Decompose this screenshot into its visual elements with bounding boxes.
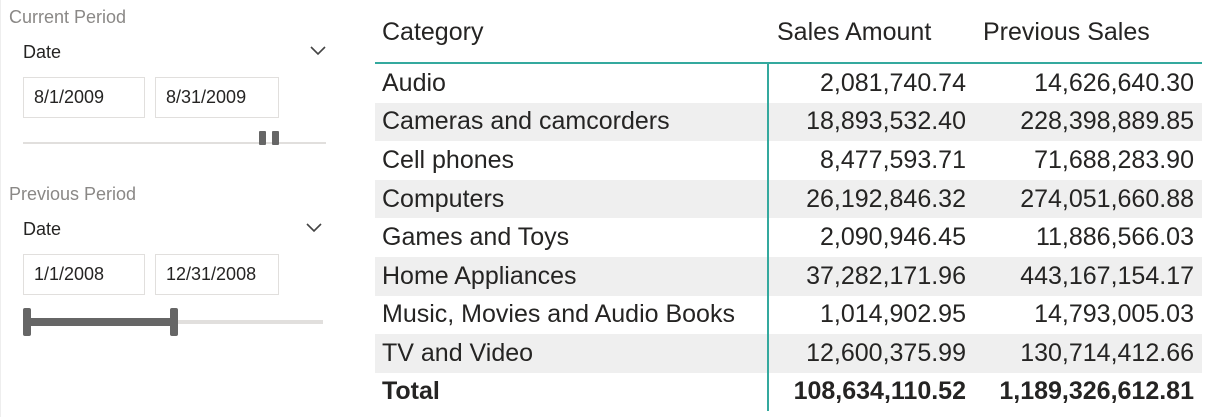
sales-amount-cell: 26,192,846.32 bbox=[768, 179, 974, 219]
left-edge bbox=[0, 0, 1, 417]
slicer-title: Current Period bbox=[9, 7, 127, 27]
sales-amount-cell: 12,600,375.99 bbox=[768, 334, 974, 373]
previous-sales-cell: 71,688,283.90 bbox=[974, 141, 1202, 180]
field-label: Date bbox=[23, 219, 62, 239]
category-cell: Games and Toys bbox=[375, 218, 769, 257]
column-header-previous-sales[interactable]: Previous Sales bbox=[983, 17, 1150, 46]
slider-selected-range bbox=[26, 318, 176, 326]
end-date-input[interactable]: 12/31/2008 bbox=[155, 254, 279, 295]
slider-start-handle[interactable] bbox=[259, 131, 266, 145]
table-row: Games and Toys 2,090,946.45 11,886,566.0… bbox=[375, 218, 1202, 257]
total-previous-sales: 1,189,326,612.81 bbox=[974, 372, 1202, 411]
sales-amount-cell: 18,893,532.40 bbox=[768, 102, 974, 142]
category-cell: Music, Movies and Audio Books bbox=[375, 295, 769, 335]
previous-sales-cell: 14,793,005.03 bbox=[974, 295, 1202, 335]
column-header-category[interactable]: Category bbox=[382, 17, 484, 46]
start-date-input[interactable]: 8/1/2009 bbox=[23, 77, 145, 118]
sales-amount-cell: 37,282,171.96 bbox=[768, 256, 974, 296]
header-row: Category Sales Amount Previous Sales bbox=[375, 10, 1202, 63]
sales-amount-cell: 1,014,902.95 bbox=[768, 295, 974, 335]
field-label: Date bbox=[23, 42, 62, 62]
slider-track[interactable] bbox=[23, 142, 326, 144]
chevron-down-icon[interactable] bbox=[305, 222, 323, 234]
previous-sales-cell: 14,626,640.30 bbox=[974, 62, 1202, 103]
total-sales-amount: 108,634,110.52 bbox=[768, 372, 974, 411]
previous-sales-cell: 11,886,566.03 bbox=[974, 218, 1202, 257]
sales-table: Category Sales Amount Previous Sales Aud… bbox=[375, 10, 1202, 411]
table-row: Computers 26,192,846.32 274,051,660.88 bbox=[375, 179, 1202, 219]
table-row: Home Appliances 37,282,171.96 443,167,15… bbox=[375, 256, 1202, 296]
previous-sales-cell: 274,051,660.88 bbox=[974, 179, 1202, 219]
sales-amount-cell: 8,477,593.71 bbox=[768, 141, 974, 180]
total-label: Total bbox=[375, 372, 769, 411]
chevron-down-icon[interactable] bbox=[309, 45, 327, 57]
table-row: TV and Video 12,600,375.99 130,714,412.6… bbox=[375, 334, 1202, 373]
sales-amount-cell: 2,081,740.74 bbox=[768, 62, 974, 103]
previous-sales-cell: 130,714,412.66 bbox=[974, 334, 1202, 373]
end-date-input[interactable]: 8/31/2009 bbox=[155, 77, 279, 118]
category-cell: Home Appliances bbox=[375, 256, 769, 296]
start-date-input[interactable]: 1/1/2008 bbox=[23, 254, 145, 295]
previous-sales-cell: 443,167,154.17 bbox=[974, 256, 1202, 296]
category-cell: TV and Video bbox=[375, 334, 769, 373]
slider-start-handle[interactable] bbox=[23, 308, 31, 336]
column-header-sales-amount[interactable]: Sales Amount bbox=[777, 17, 932, 46]
slider-end-handle[interactable] bbox=[170, 308, 178, 336]
total-row: Total 108,634,110.52 1,189,326,612.81 bbox=[375, 372, 1202, 411]
category-cell: Cell phones bbox=[375, 141, 769, 180]
slicer-title: Previous Period bbox=[9, 184, 137, 204]
table-row: Cameras and camcorders 18,893,532.40 228… bbox=[375, 102, 1202, 142]
slider-end-handle[interactable] bbox=[272, 131, 279, 145]
table-row: Audio 2,081,740.74 14,626,640.30 bbox=[375, 62, 1202, 103]
category-cell: Computers bbox=[375, 179, 769, 219]
table-row: Cell phones 8,477,593.71 71,688,283.90 bbox=[375, 141, 1202, 180]
previous-sales-cell: 228,398,889.85 bbox=[974, 102, 1202, 142]
table-row: Music, Movies and Audio Books 1,014,902.… bbox=[375, 295, 1202, 335]
category-cell: Audio bbox=[375, 62, 769, 103]
category-cell: Cameras and camcorders bbox=[375, 102, 769, 142]
sales-amount-cell: 2,090,946.45 bbox=[768, 218, 974, 257]
